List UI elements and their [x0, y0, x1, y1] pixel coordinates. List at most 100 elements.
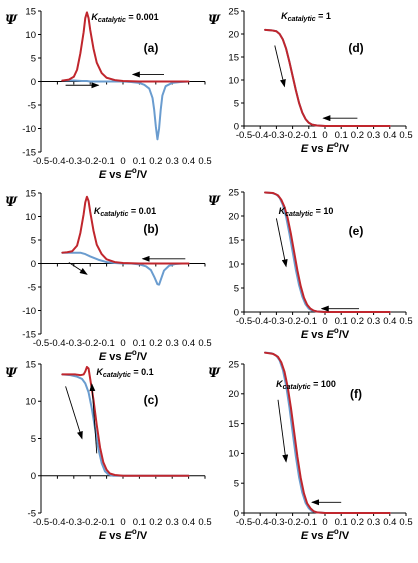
panel-f: 0 5 10 15 20 25 -0.5 -0.4 -0.3 -0.2 -0.1 0 0.1 0.2 0.3… [208, 351, 413, 542]
y-tick-label: 20 [228, 29, 239, 40]
y-axis-title: Ψ [208, 366, 221, 381]
x-tick-label: -0.5 [236, 316, 252, 327]
y-tick-label: 0 [31, 471, 36, 482]
x-tick-label: -0.2 [82, 156, 98, 167]
y-tick-label: 0 [234, 307, 239, 318]
scan-direction-arrow [89, 383, 98, 454]
x-tick-label: 0.1 [335, 316, 348, 327]
x-tick-label: -0.4 [252, 517, 268, 528]
y-tick-label: 25 [228, 187, 239, 198]
x-tick-label: -0.2 [82, 338, 98, 349]
k-catalytic-label: Kcatalytic = 100 [276, 379, 336, 391]
y-tick-label: 10 [25, 212, 36, 223]
x-tick-label: 0.5 [399, 130, 412, 141]
x-tick-label: 0.2 [149, 338, 162, 349]
x-tick-label: -0.4 [49, 338, 65, 349]
x-tick-label: 0.4 [383, 130, 396, 141]
series-line-forward [264, 351, 391, 514]
x-tick-label: 0.3 [367, 316, 380, 327]
x-tick-label: -0.4 [252, 316, 268, 327]
panel-label: (d) [348, 41, 363, 55]
panel-label: (b) [143, 222, 158, 236]
k-catalytic-label: Kcatalytic = 0.001 [91, 12, 158, 24]
panel-e: 0 5 10 15 20 25 -0.5 -0.4 -0.3 -0.2 -0.1 0 0.1 0.2 0.3… [208, 187, 413, 341]
k-catalytic-label: Kcatalytic = 1 [281, 11, 331, 23]
x-axis-title: E vs Eo/V [301, 527, 350, 542]
x-tick-label: -0.1 [98, 338, 114, 349]
x-tick-label: 0.1 [335, 130, 348, 141]
y-tick-label: -5 [28, 282, 36, 293]
y-tick-label: 15 [25, 359, 36, 370]
series-line-reverse [61, 195, 190, 265]
x-tick-label: -0.5 [33, 338, 49, 349]
x-tick-label: 0 [120, 517, 125, 528]
y-tick-label: 0 [31, 259, 36, 270]
x-axis-title: E vs Eo/V [99, 166, 148, 181]
scan-direction-arrow [275, 218, 288, 268]
x-tick-label: 0.4 [182, 517, 195, 528]
x-tick-label: 0.5 [399, 316, 412, 327]
series-line-reverse [61, 365, 190, 477]
y-tick-label: 25 [228, 6, 239, 17]
x-tick-label: 0 [120, 156, 125, 167]
k-catalytic-label: Kcatalytic = 0.01 [94, 206, 156, 218]
x-tick-label: 0.2 [149, 517, 162, 528]
x-tick-label: 0 [322, 316, 327, 327]
x-tick-label: -0.2 [284, 130, 300, 141]
x-tick-label: 0.3 [166, 156, 179, 167]
x-tick-label: -0.1 [301, 316, 317, 327]
y-tick-label: 15 [25, 188, 36, 199]
panel-label: (e) [349, 224, 364, 238]
y-tick-label: -15 [22, 329, 36, 340]
series-line-forward [61, 251, 190, 286]
y-axis-title: Ψ [208, 13, 221, 28]
x-tick-label: -0.5 [33, 156, 49, 167]
y-tick-label: 15 [228, 235, 239, 246]
x-tick-label: -0.2 [82, 517, 98, 528]
series-line-reverse [264, 28, 391, 127]
x-tick-label: 0.2 [149, 156, 162, 167]
y-tick-label: 0 [31, 77, 36, 88]
x-tick-label: 0 [322, 517, 327, 528]
x-tick-label: -0.4 [49, 156, 65, 167]
x-tick-label: 0.5 [198, 517, 211, 528]
x-tick-label: 0 [322, 130, 327, 141]
x-tick-label: 0.1 [133, 156, 146, 167]
y-tick-label: 25 [228, 359, 239, 370]
x-tick-label: -0.5 [33, 517, 49, 528]
x-tick-label: 0.1 [335, 517, 348, 528]
y-tick-label: 0 [234, 121, 239, 132]
x-tick-label: -0.5 [236, 130, 252, 141]
y-axis-title: Ψ [208, 194, 221, 209]
x-tick-label: 0.3 [367, 517, 380, 528]
x-axis-title: E vs Eo/V [301, 140, 350, 155]
y-tick-label: 20 [228, 389, 239, 400]
x-tick-label: -0.1 [98, 517, 114, 528]
scan-direction-arrow [68, 262, 88, 275]
x-tick-label: -0.1 [301, 517, 317, 528]
y-tick-label: 5 [31, 53, 36, 64]
panel-label: (f) [350, 387, 362, 401]
x-axis-title: E vs Eo/V [99, 348, 148, 363]
y-tick-label: 5 [234, 283, 239, 294]
x-tick-label: -0.3 [66, 338, 82, 349]
y-axis-title: Ψ [5, 195, 18, 210]
x-tick-label: 0.5 [198, 156, 211, 167]
y-tick-label: 5 [234, 98, 239, 109]
x-tick-label: -0.3 [268, 316, 284, 327]
y-tick-label: 5 [234, 479, 239, 490]
x-tick-label: 0.2 [351, 130, 364, 141]
y-tick-label: 15 [228, 419, 239, 430]
x-tick-label: -0.3 [66, 156, 82, 167]
y-tick-label: -5 [28, 100, 36, 111]
y-tick-label: 10 [228, 449, 239, 460]
k-catalytic-label: Kcatalytic = 0.1 [96, 367, 153, 379]
x-tick-label: 0.5 [399, 517, 412, 528]
y-tick-label: 10 [25, 30, 36, 41]
y-tick-label: 10 [228, 75, 239, 86]
panel-label: (a) [144, 41, 159, 55]
